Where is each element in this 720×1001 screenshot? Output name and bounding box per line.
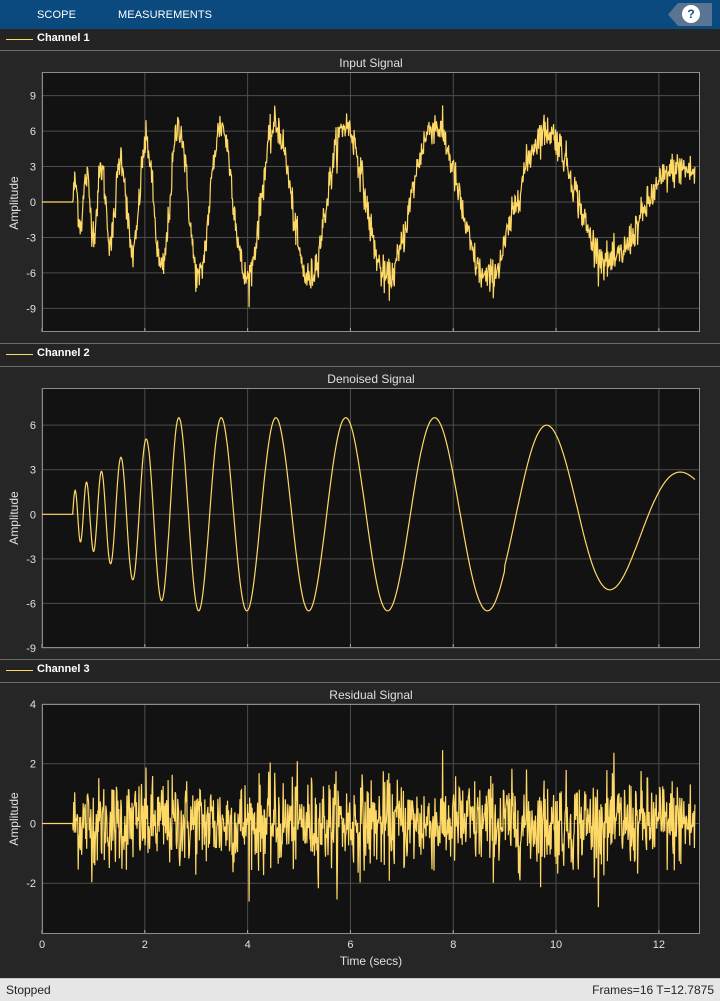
y-tick-label: 0 bbox=[30, 818, 36, 830]
y-tick-label: 2 bbox=[30, 759, 36, 771]
y-tick-label: 3 bbox=[30, 162, 36, 174]
scope-plots[interactable]: -9 -6 -3 0 3 6 9 -9 -6 -3 0 3 6 0 2 4 6 8 10 12 -2 0 2 4 bbox=[0, 0, 720, 978]
x-tick-label: 0 bbox=[39, 939, 45, 951]
axes-title-input: Input Signal bbox=[339, 56, 403, 70]
axes-title-residual: Residual Signal bbox=[329, 688, 413, 702]
axes-border bbox=[42, 704, 700, 934]
y-tick-label: 6 bbox=[30, 126, 36, 138]
divider bbox=[0, 366, 720, 367]
legend-line-icon bbox=[6, 670, 33, 671]
axes-2: -9 -6 -3 0 3 6 bbox=[26, 388, 700, 655]
x-tick-label: 6 bbox=[347, 939, 353, 951]
toolbar: SCOPE MEASUREMENTS ? bbox=[0, 0, 720, 29]
signal-trace-channel-3 bbox=[42, 750, 696, 908]
y-tick-label: -3 bbox=[26, 554, 36, 566]
legend-line-icon bbox=[6, 39, 33, 40]
x-tick-label: 2 bbox=[142, 939, 148, 951]
y-tick-label: 9 bbox=[30, 91, 36, 103]
divider bbox=[0, 50, 720, 51]
x-tick-label: 4 bbox=[245, 939, 251, 951]
y-tick-label: -9 bbox=[26, 643, 36, 655]
status-bar: Stopped Frames=16 T=12.7875 bbox=[0, 978, 720, 1001]
y-tick-label: -9 bbox=[26, 303, 36, 315]
axes-3: 0 2 4 6 8 10 12 -2 0 2 4 bbox=[26, 699, 700, 951]
divider bbox=[0, 659, 720, 660]
legend-line-icon bbox=[6, 354, 33, 355]
signal-trace-channel-1 bbox=[42, 105, 696, 308]
divider bbox=[0, 343, 720, 344]
x-tick-label: 8 bbox=[450, 939, 456, 951]
y-tick-label: -2 bbox=[26, 878, 36, 890]
axes-title-denoised: Denoised Signal bbox=[327, 372, 415, 386]
y-tick-label: 4 bbox=[30, 699, 36, 711]
legend-channel-2[interactable]: Channel 2 bbox=[0, 344, 720, 365]
tab-measurements[interactable]: MEASUREMENTS bbox=[118, 9, 213, 21]
y-tick-label: -6 bbox=[26, 268, 36, 280]
status-text: Stopped bbox=[6, 983, 51, 997]
axes-1: -9 -6 -3 0 3 6 9 bbox=[26, 72, 700, 332]
question-circle-icon[interactable]: ? bbox=[682, 5, 700, 23]
legend-label: Channel 2 bbox=[37, 347, 90, 359]
y-tick-label: -3 bbox=[26, 232, 36, 244]
x-tick-label: 12 bbox=[653, 939, 665, 951]
tab-scope[interactable]: SCOPE bbox=[37, 9, 77, 21]
x-tick-label: 10 bbox=[550, 939, 562, 951]
axes-border bbox=[42, 388, 700, 648]
divider bbox=[0, 682, 720, 683]
y-tick-label: -6 bbox=[26, 598, 36, 610]
legend-label: Channel 3 bbox=[37, 663, 90, 675]
legend-channel-3[interactable]: Channel 3 bbox=[0, 660, 720, 681]
y-tick-label: 3 bbox=[30, 465, 36, 477]
y-tick-label: 0 bbox=[30, 197, 36, 209]
y-tick-label: 6 bbox=[30, 420, 36, 432]
plot-area bbox=[42, 388, 700, 648]
legend-channel-1[interactable]: Channel 1 bbox=[0, 29, 720, 50]
signal-trace-channel-2 bbox=[42, 416, 696, 612]
y-tick-label: 0 bbox=[30, 509, 36, 521]
x-axis-label: Time (secs) bbox=[339, 954, 403, 968]
frame-time-readout: Frames=16 T=12.7875 bbox=[592, 983, 714, 997]
legend-label: Channel 1 bbox=[37, 32, 90, 44]
